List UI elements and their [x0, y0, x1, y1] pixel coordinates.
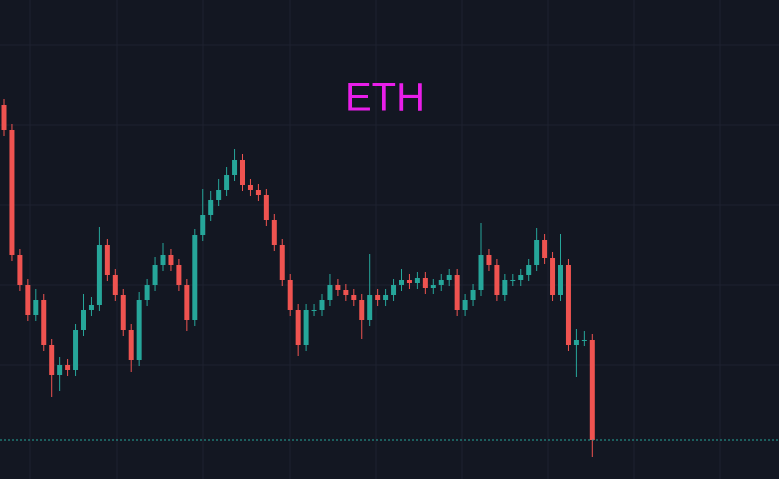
- candle-body: [478, 255, 484, 290]
- candle-body: [335, 285, 341, 290]
- candle-body: [247, 185, 253, 190]
- candle-body: [526, 265, 532, 275]
- candle-body: [200, 215, 206, 235]
- candle-body: [57, 365, 63, 375]
- candle-body: [112, 275, 118, 295]
- candle-body: [581, 340, 587, 341]
- candle-body: [406, 280, 412, 283]
- candle-body: [25, 285, 31, 315]
- candle-body: [216, 190, 222, 200]
- candle-body: [73, 330, 79, 370]
- candle-body: [96, 245, 102, 305]
- candle-body: [303, 310, 309, 345]
- candle-body: [518, 275, 524, 280]
- candle-body: [144, 285, 150, 300]
- candle-body: [454, 275, 460, 310]
- candle-body: [589, 340, 595, 440]
- candle-body: [311, 310, 317, 311]
- candle-body: [176, 265, 182, 285]
- candle-body: [263, 195, 269, 220]
- candle-body: [160, 255, 166, 265]
- candle-body: [184, 285, 190, 320]
- candle-body: [573, 340, 579, 345]
- candle-body: [240, 160, 245, 185]
- candle-body: [152, 265, 158, 285]
- candle-body: [271, 220, 277, 245]
- candle-body: [192, 235, 198, 320]
- candle-body: [208, 200, 214, 215]
- candle-body: [550, 258, 556, 295]
- candle-body: [542, 240, 548, 258]
- candle-body: [494, 265, 500, 295]
- candle-body: [375, 295, 381, 300]
- candle-body: [399, 280, 404, 285]
- candle-body: [136, 300, 142, 360]
- candle-body: [391, 285, 397, 295]
- candle-body: [104, 245, 110, 275]
- candle-body: [438, 280, 444, 285]
- candle-body: [41, 300, 47, 345]
- candle-body: [168, 255, 174, 265]
- candle-body: [295, 310, 301, 345]
- candle-body: [359, 300, 365, 320]
- candle-body: [367, 295, 373, 320]
- candle-body: [343, 290, 349, 295]
- candle-body: [88, 305, 94, 310]
- candles: [0, 99, 779, 457]
- candle-body: [9, 130, 15, 255]
- candle-body: [279, 245, 285, 280]
- candle-body: [65, 365, 71, 370]
- candle-body: [446, 275, 452, 280]
- candle-body: [470, 290, 476, 300]
- candle-body: [414, 278, 420, 283]
- candle-body: [510, 280, 516, 281]
- candle-body: [422, 278, 428, 288]
- candle-body: [33, 300, 39, 315]
- candle-body: [486, 255, 492, 265]
- candle-body: [17, 255, 23, 285]
- candle-body: [224, 175, 230, 190]
- candle-body: [128, 330, 134, 360]
- candle-body: [502, 280, 508, 295]
- candle-body: [81, 310, 86, 330]
- candle-body: [565, 265, 571, 345]
- candle-body: [462, 300, 468, 310]
- candle-body: [319, 300, 325, 310]
- candle-body: [49, 345, 55, 375]
- candle-body: [534, 240, 540, 265]
- candle-body: [232, 160, 238, 175]
- candle-body: [255, 190, 261, 195]
- candle-body: [287, 280, 293, 310]
- candle-body: [120, 295, 126, 330]
- chart-title: ETH: [345, 76, 425, 120]
- candle-body: [430, 285, 436, 288]
- candle-body: [1, 105, 7, 130]
- candle-body: [558, 265, 563, 295]
- candle-body: [351, 295, 357, 300]
- candle-body: [383, 295, 389, 300]
- candle-body: [327, 285, 333, 300]
